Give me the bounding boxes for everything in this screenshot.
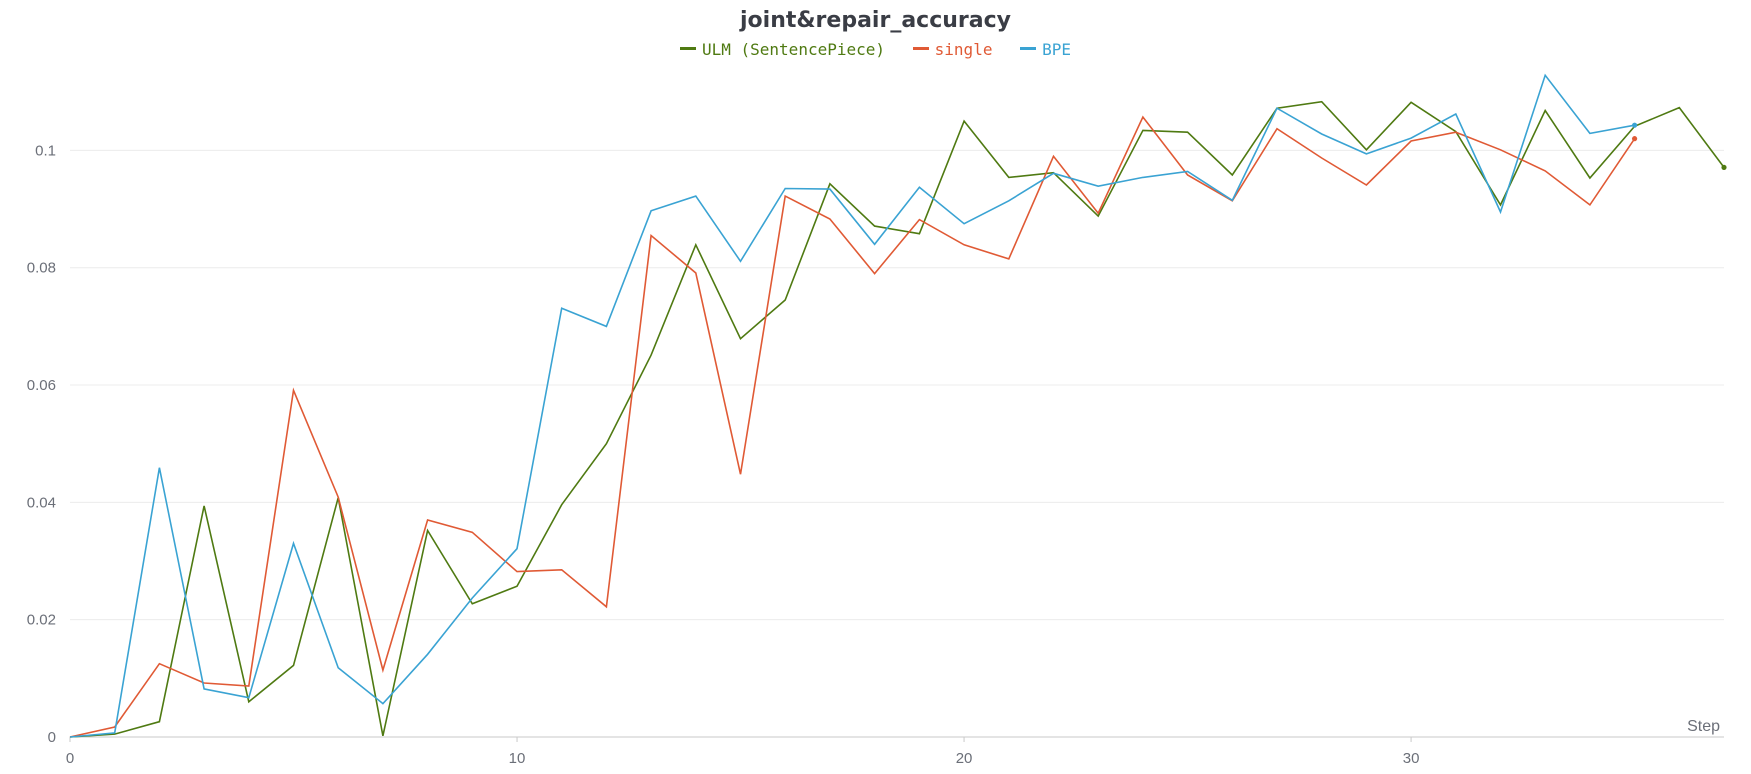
axes: 0 0.02 0.04 0.06 0.08 0.1 0 10 20 30 [27, 142, 1724, 767]
series-line-single[interactable] [69, 115, 1636, 738]
legend-item-ulm[interactable]: ULM (SentencePiece) [679, 40, 886, 59]
y-tick-label: 0 [48, 729, 56, 746]
series-line-bpe[interactable] [69, 73, 1635, 738]
legend-label-ulm: ULM (SentencePiece) [701, 40, 886, 59]
legend-label-bpe: BPE [1042, 40, 1071, 59]
legend-swatch-bpe [1020, 47, 1037, 50]
x-tick-label: 20 [956, 750, 973, 767]
y-tick-label: 0.06 [27, 377, 56, 394]
x-tick-label: 30 [1403, 750, 1420, 767]
legend-swatch-ulm [679, 47, 696, 50]
legend-item-bpe[interactable]: BPE [1020, 40, 1071, 59]
legend-swatch-single [912, 47, 929, 50]
y-tick-label: 0.08 [27, 260, 56, 277]
series-end-point-bpe[interactable] [1631, 122, 1638, 128]
series-end-point-ulm-sentencepiece[interactable] [1721, 164, 1727, 171]
series-lines [69, 73, 1727, 738]
x-tick-label: 0 [66, 750, 74, 767]
series-end-point-single[interactable] [1631, 136, 1638, 142]
chart-legend: ULM (SentencePiece) single BPE [0, 40, 1751, 59]
legend-item-single[interactable]: single [912, 40, 993, 59]
y-tick-label: 0.04 [27, 494, 56, 511]
series-line-ulm-sentencepiece[interactable] [69, 100, 1725, 738]
gridlines [70, 149, 1724, 621]
chart-title: joint&repair_accuracy [740, 8, 1011, 33]
y-tick-label: 0.1 [35, 142, 56, 159]
legend-label-single: single [934, 40, 993, 59]
y-tick-label: 0.02 [27, 612, 56, 629]
x-axis-title: Step [1687, 718, 1720, 735]
x-tick-label: 10 [509, 750, 526, 767]
